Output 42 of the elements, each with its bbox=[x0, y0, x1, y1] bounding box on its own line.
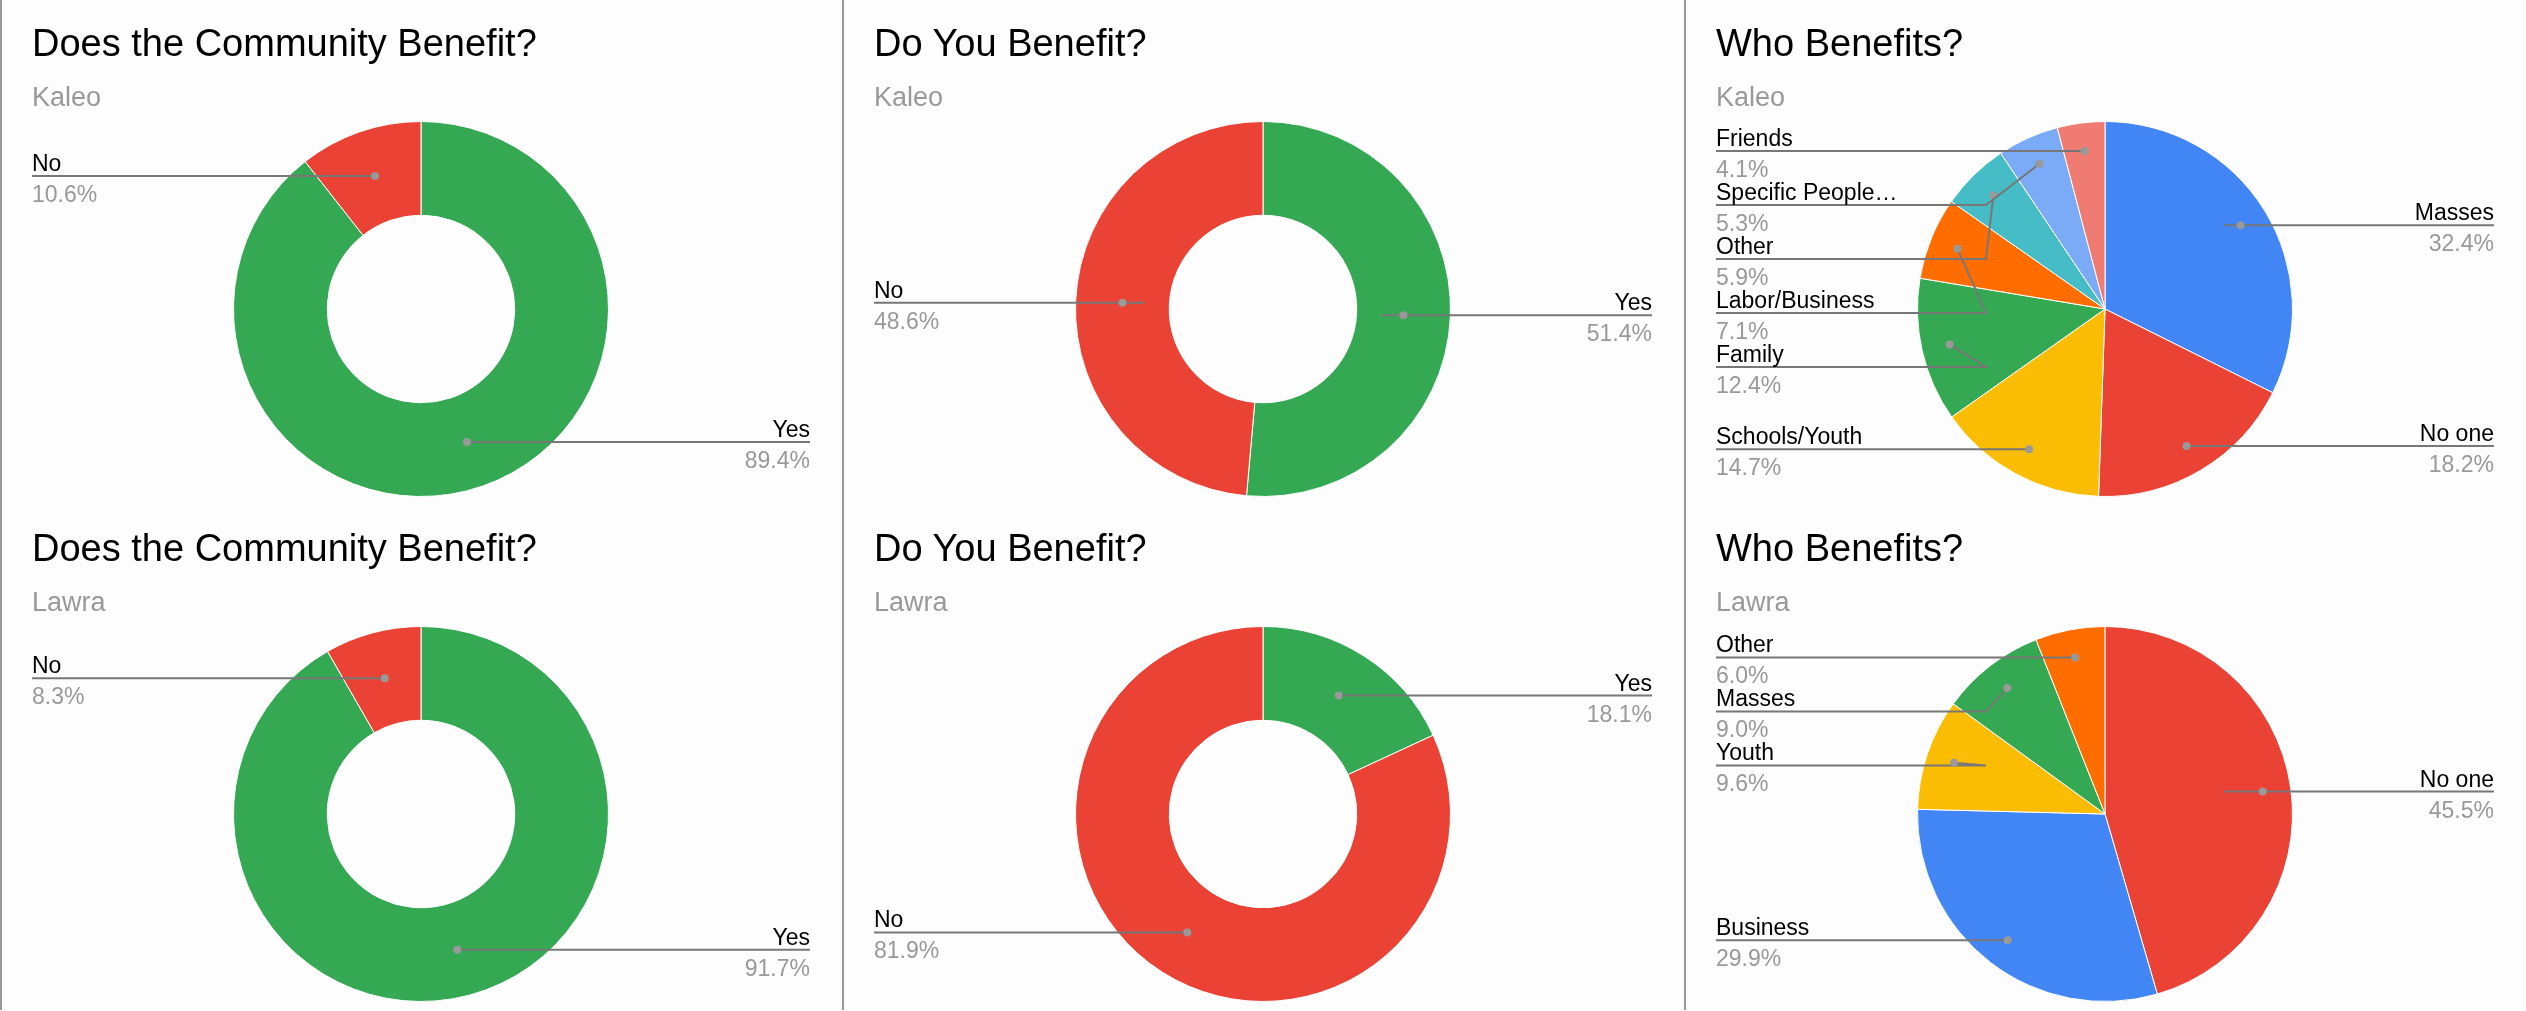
data-label: 91.7% bbox=[744, 954, 810, 981]
slice-label: Yes bbox=[772, 923, 810, 950]
chart-title: Does the Community Benefit? bbox=[32, 22, 537, 65]
chart-title: Do You Benefit? bbox=[874, 22, 1147, 65]
data-label: 18.2% bbox=[2428, 450, 2494, 477]
slice-label: Other bbox=[1716, 631, 1774, 658]
slice-label: Masses bbox=[2414, 199, 2494, 226]
data-label: 29.9% bbox=[1716, 945, 1782, 972]
slice-label: Yes bbox=[772, 415, 810, 442]
chart-title: Does the Community Benefit? bbox=[32, 527, 537, 570]
slice-label: No one bbox=[2419, 765, 2494, 792]
chart-title: Who Benefits? bbox=[1716, 527, 1964, 570]
data-label: 18.1% bbox=[1586, 700, 1652, 727]
chart-subtitle: Kaleo bbox=[874, 82, 944, 113]
slice-label: No bbox=[874, 906, 904, 933]
slice-label: Business bbox=[1716, 914, 1810, 941]
data-label: 32.4% bbox=[2428, 230, 2494, 257]
data-label: 45.5% bbox=[2428, 796, 2494, 823]
data-label: 14.7% bbox=[1716, 454, 1782, 481]
data-label: 10.6% bbox=[32, 181, 98, 208]
slice-label: No bbox=[32, 150, 62, 177]
slice-label: Schools/Youth bbox=[1716, 423, 1863, 450]
slice-label: Yes bbox=[1614, 669, 1652, 696]
chart-title: Who Benefits? bbox=[1716, 22, 1964, 65]
slice-label: Friends bbox=[1716, 124, 1793, 151]
data-label: 89.4% bbox=[744, 446, 810, 473]
chart-subtitle: Lawra bbox=[1716, 587, 1790, 618]
chart-title: Do You Benefit? bbox=[874, 527, 1147, 570]
chart-subtitle: Kaleo bbox=[32, 82, 102, 113]
slice-label: No bbox=[874, 276, 904, 303]
slice-label: No one bbox=[2419, 419, 2494, 446]
data-label: 81.9% bbox=[874, 937, 940, 964]
data-label: 51.4% bbox=[1586, 320, 1652, 347]
chart-subtitle: Lawra bbox=[874, 587, 948, 618]
data-label: 48.6% bbox=[874, 307, 940, 334]
slice-label: No bbox=[32, 652, 62, 679]
chart-subtitle: Kaleo bbox=[1716, 82, 1786, 113]
chart-subtitle: Lawra bbox=[32, 587, 106, 618]
data-label: 8.3% bbox=[32, 683, 85, 710]
slice-label: Yes bbox=[1614, 289, 1652, 316]
data-label: 12.4% bbox=[1716, 371, 1782, 398]
data-label: 9.6% bbox=[1716, 770, 1769, 797]
